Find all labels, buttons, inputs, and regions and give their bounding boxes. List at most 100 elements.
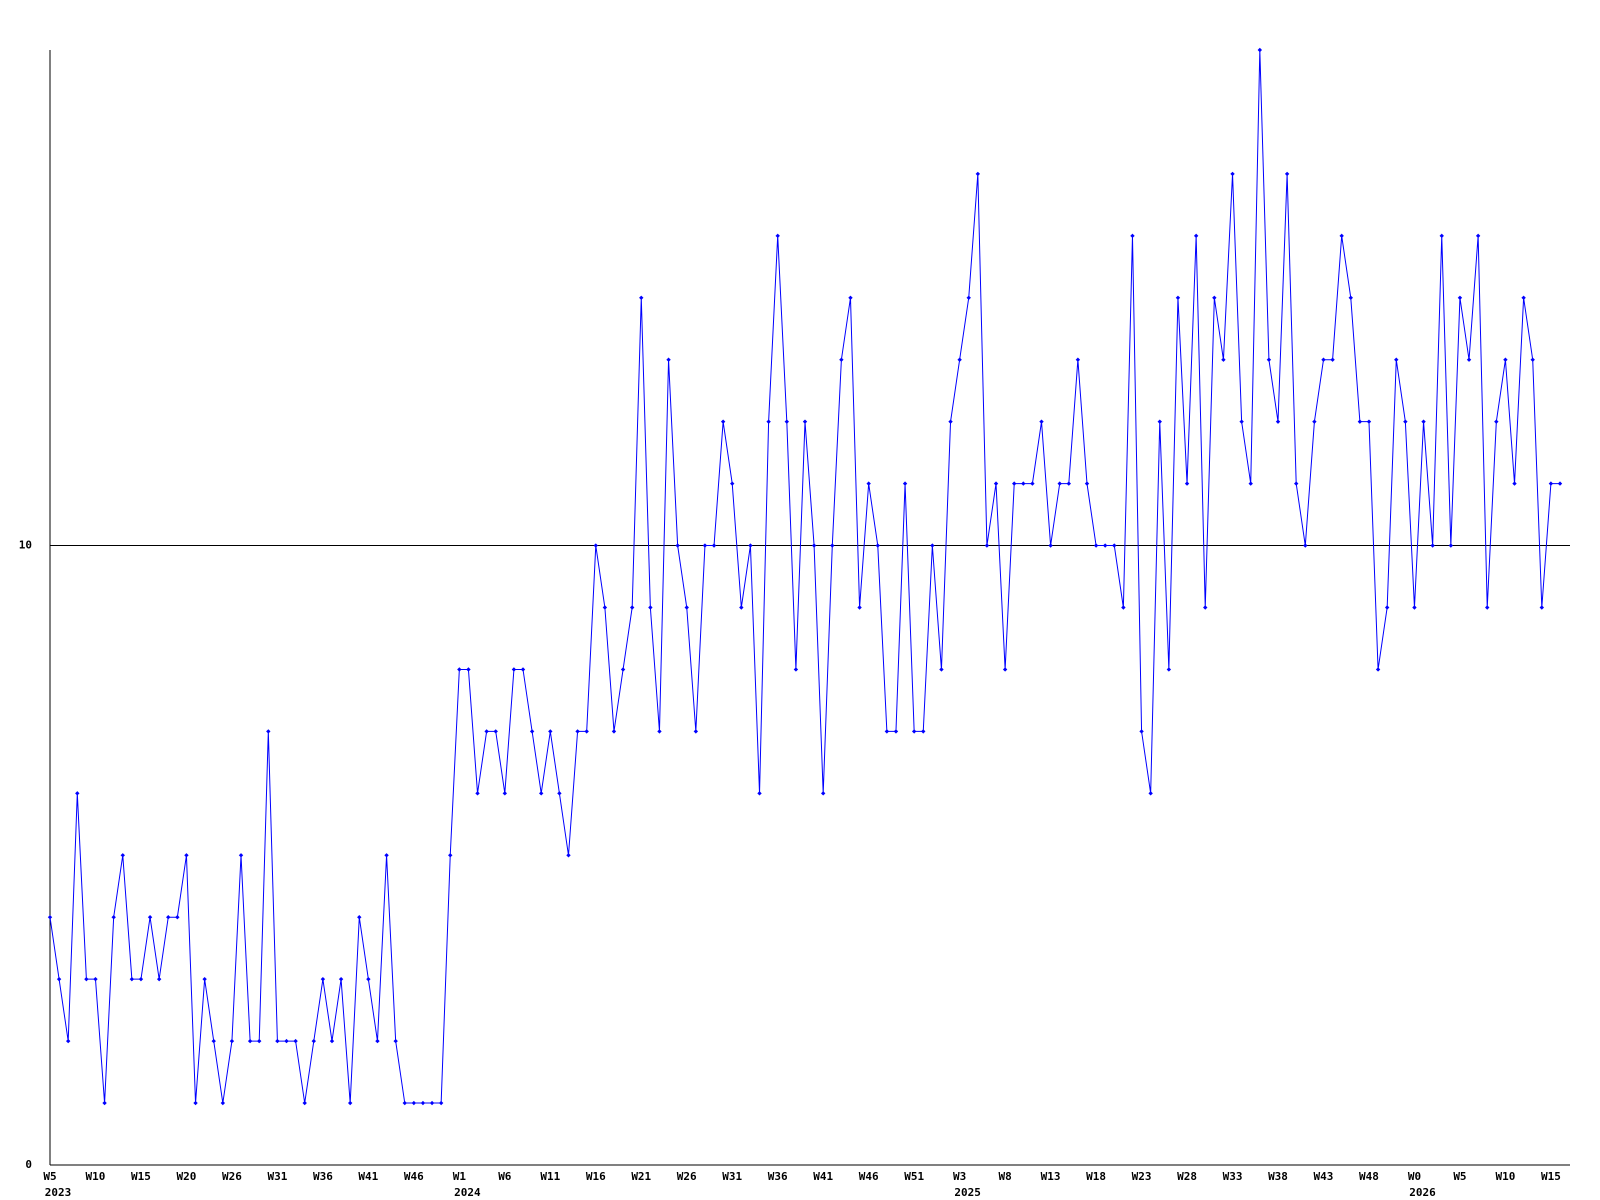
data-point — [338, 976, 344, 982]
x-tick-label: W23 — [1132, 1170, 1152, 1183]
data-point — [402, 1100, 407, 1106]
data-point — [884, 729, 890, 734]
data-point — [293, 1038, 298, 1044]
data-point — [302, 1100, 307, 1106]
data-point — [65, 1038, 71, 1044]
data-point — [457, 667, 462, 672]
x-tick-label: W8 — [998, 1170, 1011, 1183]
data-point — [1339, 233, 1344, 239]
data-point — [639, 295, 644, 300]
data-point — [675, 543, 680, 548]
data-point — [1457, 295, 1463, 300]
data-point — [593, 543, 598, 548]
data-point — [448, 853, 453, 858]
x-tick-label: W5 — [1453, 1170, 1466, 1183]
x-tick-label: W46 — [404, 1170, 424, 1183]
data-point — [1284, 171, 1290, 177]
data-point — [1084, 481, 1090, 486]
data-point — [257, 1038, 262, 1044]
data-point — [266, 729, 271, 734]
data-point — [193, 1100, 198, 1106]
data-point — [1312, 419, 1317, 424]
data-point — [1230, 171, 1235, 177]
data-point — [420, 1100, 426, 1106]
x-tick-label: W26 — [677, 1170, 697, 1183]
data-point — [1294, 481, 1299, 486]
data-point — [275, 1038, 280, 1044]
year-label: 2024 — [454, 1186, 481, 1199]
data-point — [1548, 481, 1554, 486]
data-point — [702, 543, 708, 548]
x-tick-label: W51 — [904, 1170, 924, 1183]
data-point — [966, 295, 971, 300]
x-tick-label: W11 — [540, 1170, 560, 1183]
data-point — [1266, 357, 1272, 362]
data-point — [557, 791, 562, 796]
x-tick-label: W26 — [222, 1170, 242, 1183]
data-point — [1275, 419, 1281, 424]
data-point — [921, 729, 926, 734]
data-point — [1157, 419, 1162, 424]
data-point — [366, 976, 371, 982]
data-point — [939, 667, 944, 672]
x-tick-label: W15 — [1541, 1170, 1561, 1183]
data-point — [84, 976, 89, 982]
data-point — [1248, 481, 1253, 486]
data-point — [1348, 295, 1353, 300]
data-point — [357, 915, 362, 920]
data-point — [602, 605, 608, 610]
data-point — [1503, 357, 1508, 362]
data-point — [484, 729, 489, 734]
data-point — [1121, 605, 1126, 610]
data-point — [1439, 233, 1444, 239]
data-point — [493, 729, 498, 734]
data-point — [1130, 233, 1135, 239]
data-point — [1466, 357, 1472, 362]
data-point — [620, 667, 626, 672]
x-tick-label: W48 — [1359, 1170, 1379, 1183]
x-tick-label: W10 — [86, 1170, 106, 1183]
data-point — [56, 976, 62, 982]
y-tick-label: 0 — [25, 1158, 32, 1171]
data-point — [184, 853, 189, 858]
x-tick-label: W16 — [586, 1170, 606, 1183]
x-tick-label: W31 — [722, 1170, 742, 1183]
data-point — [1012, 481, 1017, 486]
data-point — [657, 729, 662, 734]
data-point — [720, 419, 726, 424]
data-point — [229, 1038, 235, 1044]
data-point — [1093, 543, 1099, 548]
data-point — [202, 976, 207, 982]
x-tick-label: W36 — [313, 1170, 333, 1183]
data-point — [375, 1038, 380, 1044]
data-point — [166, 915, 171, 920]
data-point — [384, 853, 389, 858]
data-point — [147, 915, 153, 920]
x-tick-label: W46 — [859, 1170, 879, 1183]
data-point — [1321, 357, 1326, 362]
data-point — [129, 976, 135, 982]
data-point — [666, 357, 671, 362]
data-point — [47, 915, 53, 920]
x-tick-label: W1 — [453, 1170, 467, 1183]
data-point — [1075, 357, 1081, 362]
data-point — [1366, 419, 1372, 424]
data-point — [1475, 233, 1481, 239]
data-point — [438, 1100, 444, 1106]
data-point — [1557, 481, 1563, 486]
data-point — [793, 667, 799, 672]
data-point — [548, 729, 553, 734]
year-label: 2026 — [1409, 1186, 1436, 1199]
data-point — [875, 543, 880, 548]
data-point — [1212, 295, 1217, 300]
data-point — [466, 667, 471, 672]
data-point — [1512, 481, 1517, 486]
data-point — [1057, 481, 1062, 486]
x-tick-label: W6 — [498, 1170, 512, 1183]
x-tick-label: W38 — [1268, 1170, 1288, 1183]
x-tick-label: W41 — [358, 1170, 378, 1183]
data-point — [1184, 481, 1190, 486]
data-point — [1530, 357, 1535, 362]
data-point — [1357, 419, 1363, 424]
data-point — [802, 419, 808, 424]
